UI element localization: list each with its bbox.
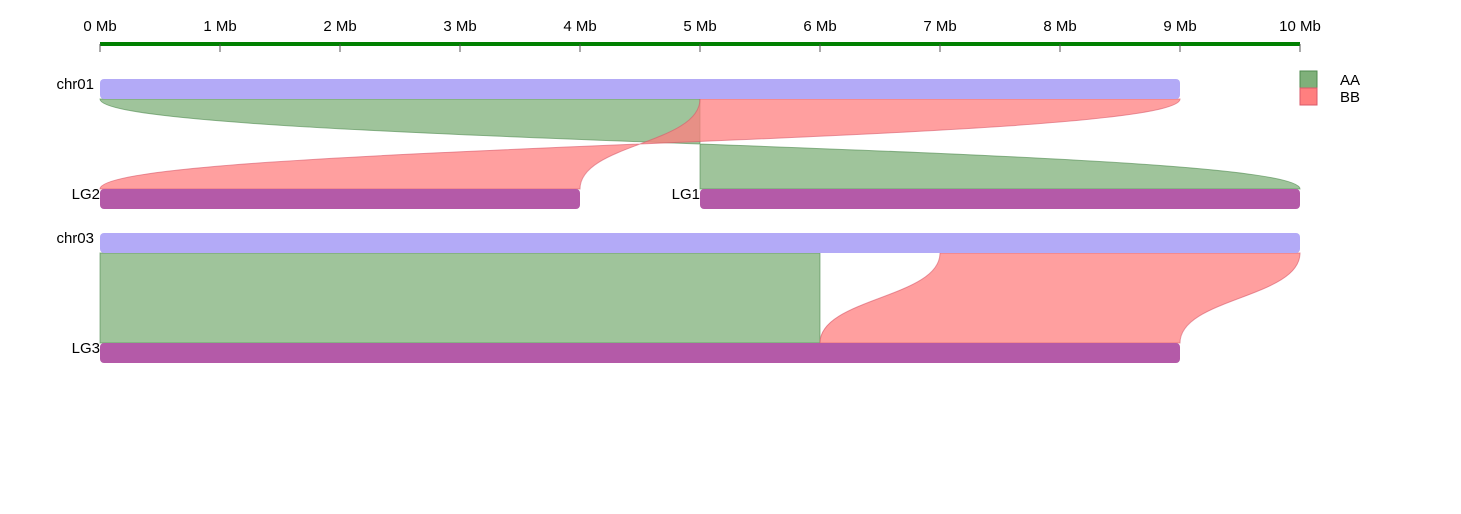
scale-axis: 0 Mb 1 Mb 2 Mb 3 Mb 4 Mb 5 Mb 6 Mb 7 Mb 8 Mb 9 Mb…	[83, 18, 1321, 52]
synteny-link-aa	[99, 252, 821, 344]
scale-tick-label: 10 Mb	[1279, 18, 1321, 35]
scale-ticks: 0 Mb 1 Mb 2 Mb 3 Mb 4 Mb 5 Mb 6 Mb 7 Mb 8 Mb 9 Mb…	[83, 18, 1321, 52]
scale-tick-label: 3 Mb	[443, 18, 476, 35]
scale-tick-label: 1 Mb	[203, 18, 236, 35]
legend-swatch-aa	[1299, 70, 1318, 89]
linkage-group-bar-LG2	[100, 189, 580, 209]
synteny-link-bb	[819, 252, 1301, 344]
reference-label-chr03: chr03	[56, 230, 94, 247]
scale-tick-label: 5 Mb	[683, 18, 716, 35]
synteny-links	[99, 98, 1301, 344]
synteny-link-bb	[99, 98, 1181, 190]
linkage-group-label-LG3: LG3	[72, 340, 100, 357]
reference-bar-chr01	[100, 79, 1180, 99]
scale-tick-label: 0 Mb	[83, 18, 116, 35]
linkage-group-label-LG2: LG2	[72, 186, 100, 203]
linkage-group-label-LG1: LG1	[672, 186, 700, 203]
reference-label-chr01: chr01	[56, 76, 94, 93]
legend-label-aa: AA	[1340, 72, 1360, 89]
legend-swatch-bb	[1299, 87, 1318, 106]
linkage-group-bar-LG3	[100, 343, 1180, 363]
linkage-group-bar-LG1	[700, 189, 1300, 209]
synteny-link-aa	[99, 98, 1301, 190]
chromosome-bars: chr01 chr03 LG2 LG1 LG3	[56, 76, 1300, 363]
legend-label-bb: BB	[1340, 89, 1360, 106]
scale-tick-label: 2 Mb	[323, 18, 356, 35]
scale-tick-label: 8 Mb	[1043, 18, 1076, 35]
scale-tick-label: 4 Mb	[563, 18, 596, 35]
scale-tick-label: 6 Mb	[803, 18, 836, 35]
reference-bar-chr03	[100, 233, 1300, 253]
scale-tick-label: 7 Mb	[923, 18, 956, 35]
scale-tick-label: 9 Mb	[1163, 18, 1196, 35]
